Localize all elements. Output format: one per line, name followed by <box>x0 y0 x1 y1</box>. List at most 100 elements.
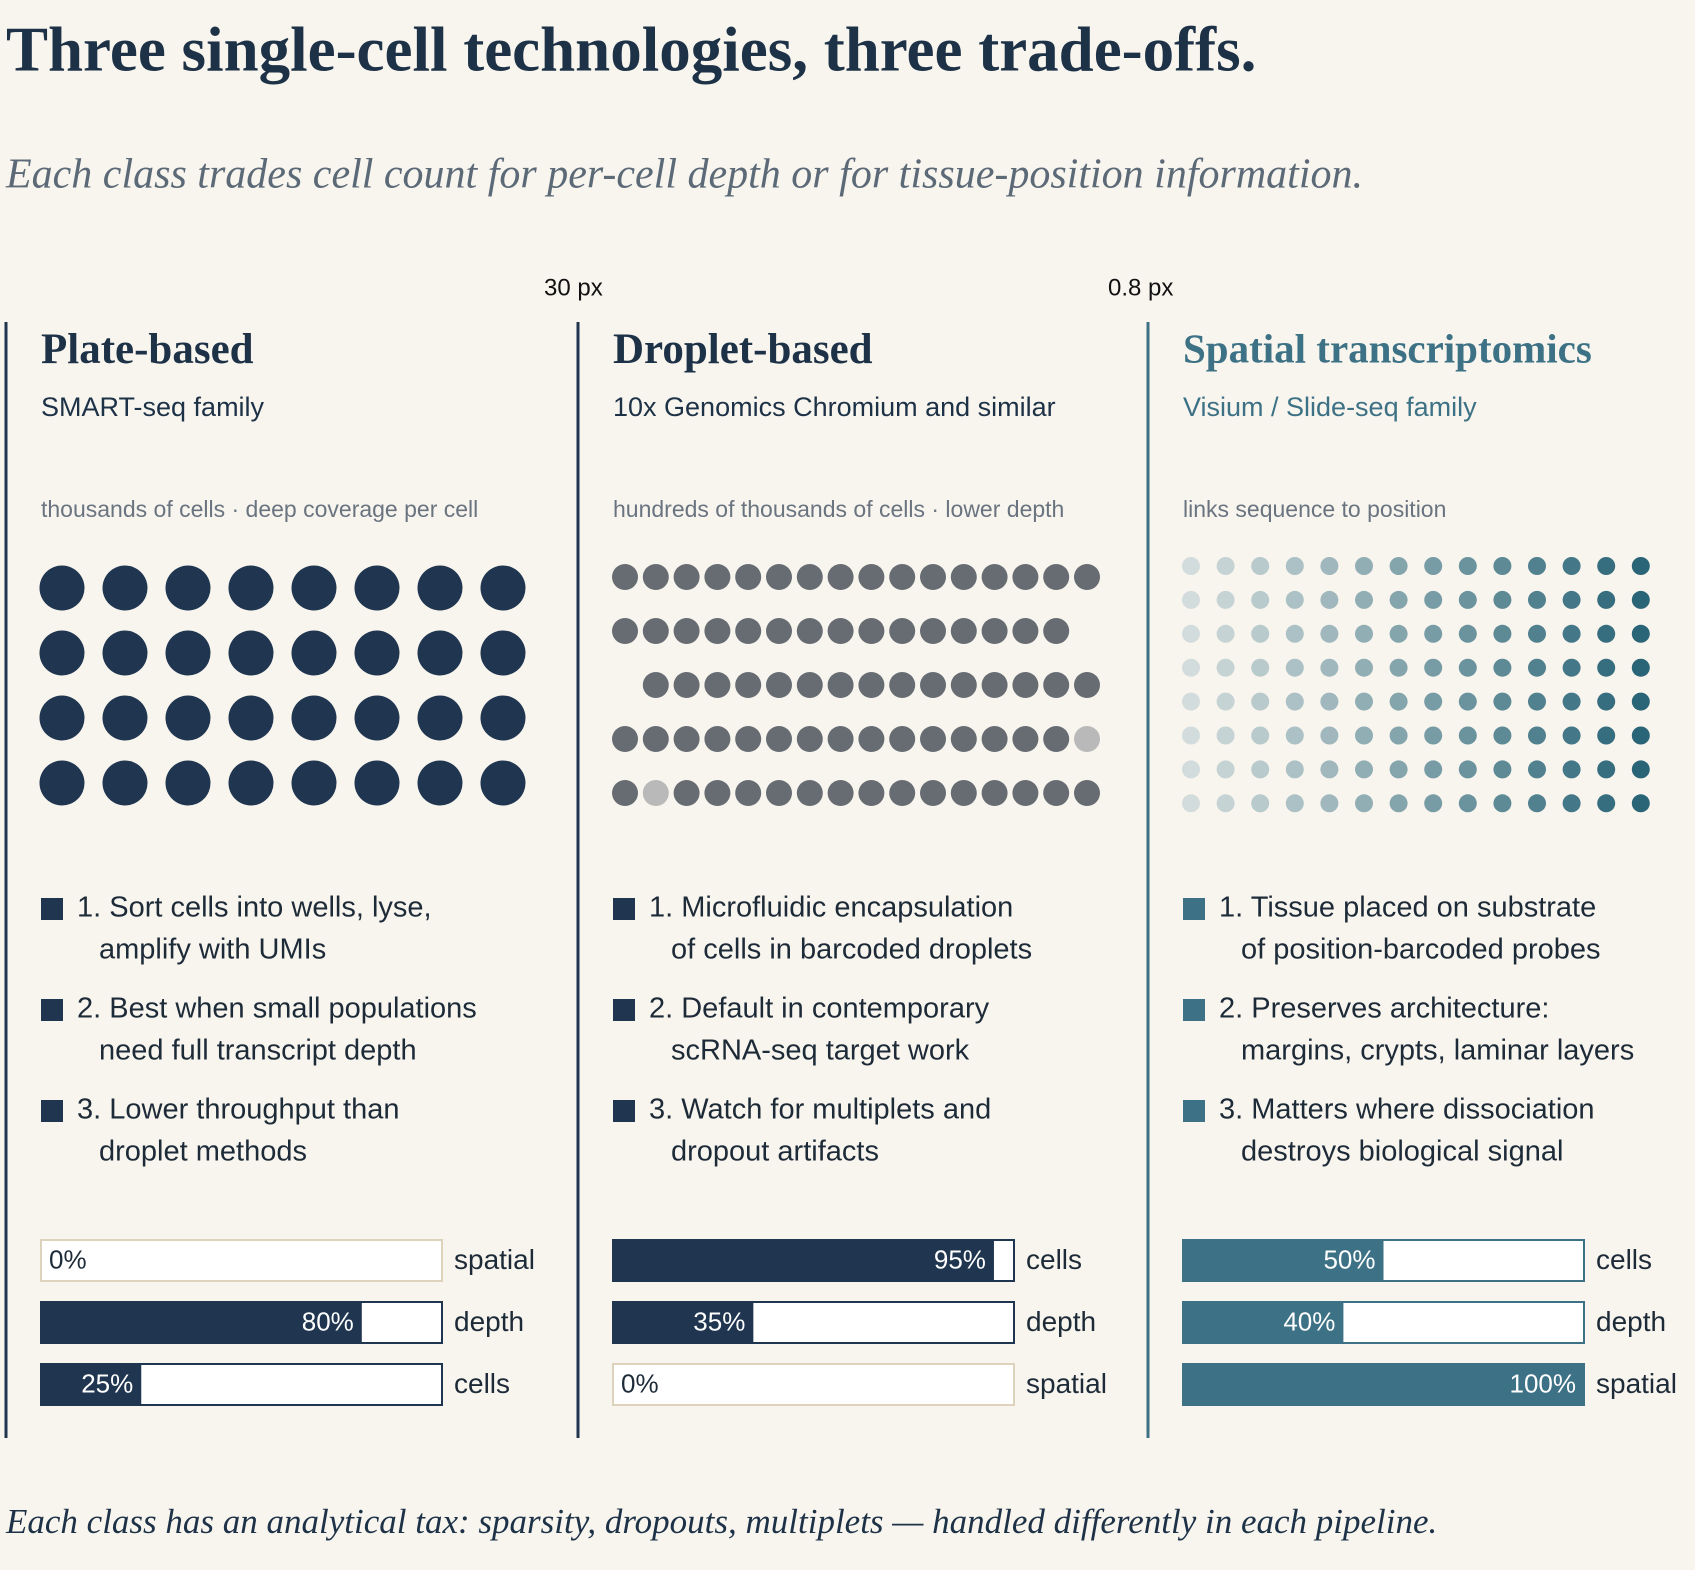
bar-label: depth <box>454 1306 524 1337</box>
bar-track <box>612 1363 1015 1406</box>
spot-dot <box>1285 658 1304 677</box>
spot-dot <box>1493 794 1512 813</box>
spot-dot <box>1631 557 1650 575</box>
list-text: destroys biological signal <box>1241 1136 1563 1168</box>
cell-dot <box>39 565 85 611</box>
droplet-dot <box>1012 726 1039 752</box>
spot-dot <box>1493 624 1512 643</box>
bar-track <box>40 1239 443 1282</box>
list-text: 2. Preserves architecture: <box>1219 993 1549 1025</box>
spot-dot <box>1251 590 1270 609</box>
cell-dot <box>480 695 526 741</box>
panel-subtitle: SMART-seq family <box>41 392 265 422</box>
droplet-dot <box>1012 564 1039 590</box>
droplet-dot <box>796 564 823 590</box>
spot-dot <box>1320 794 1339 813</box>
droplet-dot <box>950 564 977 590</box>
spot-dot <box>1355 726 1373 745</box>
droplet-dot <box>827 672 854 698</box>
droplet-dot <box>950 618 977 644</box>
droplet-dot <box>766 564 792 590</box>
spot-dot <box>1216 590 1235 609</box>
droplet-dot <box>642 618 669 644</box>
bullet <box>41 898 63 920</box>
bullet <box>1183 999 1205 1021</box>
bar <box>1183 1302 1344 1343</box>
droplet-dot <box>981 780 1008 806</box>
cell-dot <box>417 695 463 741</box>
cell-dot <box>291 630 337 676</box>
spot-dot <box>1182 794 1200 813</box>
droplet-dot <box>642 672 669 698</box>
spot-dot <box>1285 590 1304 609</box>
bar-label: depth <box>1596 1306 1666 1337</box>
list-text: of position-barcoded probes <box>1241 934 1601 966</box>
list-text: 1. Sort cells into wells, lyse, <box>77 892 432 924</box>
droplet-dot <box>642 726 669 752</box>
droplet-dot <box>920 564 946 590</box>
cell-dot <box>228 695 274 741</box>
bar-label: cells <box>1026 1244 1082 1275</box>
droplet-dot <box>1012 672 1039 698</box>
cell-dot <box>354 565 400 611</box>
panel-note: hundreds of thousands of cells · lower d… <box>613 496 1064 522</box>
droplet-dot <box>1043 564 1070 590</box>
droplet-dot <box>981 726 1008 752</box>
droplet-dot <box>827 564 854 590</box>
spot-dot <box>1597 692 1616 711</box>
spot-dot <box>1631 658 1650 677</box>
spot-dot <box>1458 557 1477 575</box>
spot-dot <box>1458 624 1477 643</box>
cell-dot <box>354 630 400 676</box>
spot-dot <box>1597 658 1616 677</box>
droplet-dot <box>1043 780 1070 806</box>
list-text: of cells in barcoded droplets <box>671 934 1032 966</box>
panel-note: links sequence to position <box>1183 496 1446 522</box>
spot-dot <box>1285 624 1304 643</box>
spot-dot <box>1597 726 1616 745</box>
spot-dot <box>1251 557 1270 575</box>
list-text: scRNA-seq target work <box>671 1035 970 1067</box>
spot-dot <box>1528 557 1546 575</box>
spot-dot <box>1562 760 1581 779</box>
droplet-dot <box>673 780 700 806</box>
spot-dot <box>1631 794 1650 813</box>
droplet-dot <box>1074 564 1100 590</box>
spot-dot <box>1320 557 1339 575</box>
spot-dot <box>1493 590 1512 609</box>
cell-dot <box>291 695 337 741</box>
droplet-dot <box>735 618 762 644</box>
cell-dot <box>228 760 274 806</box>
spot-dot <box>1528 658 1546 677</box>
droplet-dot <box>827 780 854 806</box>
spot-dot <box>1182 590 1200 609</box>
droplet-dot <box>766 780 792 806</box>
droplet-dot <box>704 780 731 806</box>
cell-dot <box>165 760 211 806</box>
spot-dot <box>1320 760 1339 779</box>
spot-dot <box>1562 590 1581 609</box>
cell-dot <box>102 760 148 806</box>
droplet-dot <box>858 672 885 698</box>
spot-dot <box>1251 692 1270 711</box>
bar <box>613 1240 994 1281</box>
bar-value: 100% <box>1510 1368 1577 1398</box>
bar-value: 80% <box>302 1306 354 1336</box>
cell-dot <box>480 565 526 611</box>
droplet-dot <box>858 780 885 806</box>
spot-dot <box>1562 726 1581 745</box>
spot-dot <box>1355 557 1373 575</box>
spot-dot <box>1562 557 1581 575</box>
spot-dot <box>1216 692 1235 711</box>
list-text: 2. Best when small populations <box>77 993 477 1025</box>
droplet-dot <box>920 780 946 806</box>
spot-dot <box>1493 557 1512 575</box>
droplet-dot <box>796 672 823 698</box>
subtitle: Each class trades cell count for per-cel… <box>5 152 1363 198</box>
droplet-dot <box>1074 726 1100 752</box>
spot-dot <box>1458 658 1477 677</box>
bar-value: 0% <box>621 1368 659 1398</box>
droplet-dot <box>612 780 638 806</box>
spot-dot <box>1285 557 1304 575</box>
